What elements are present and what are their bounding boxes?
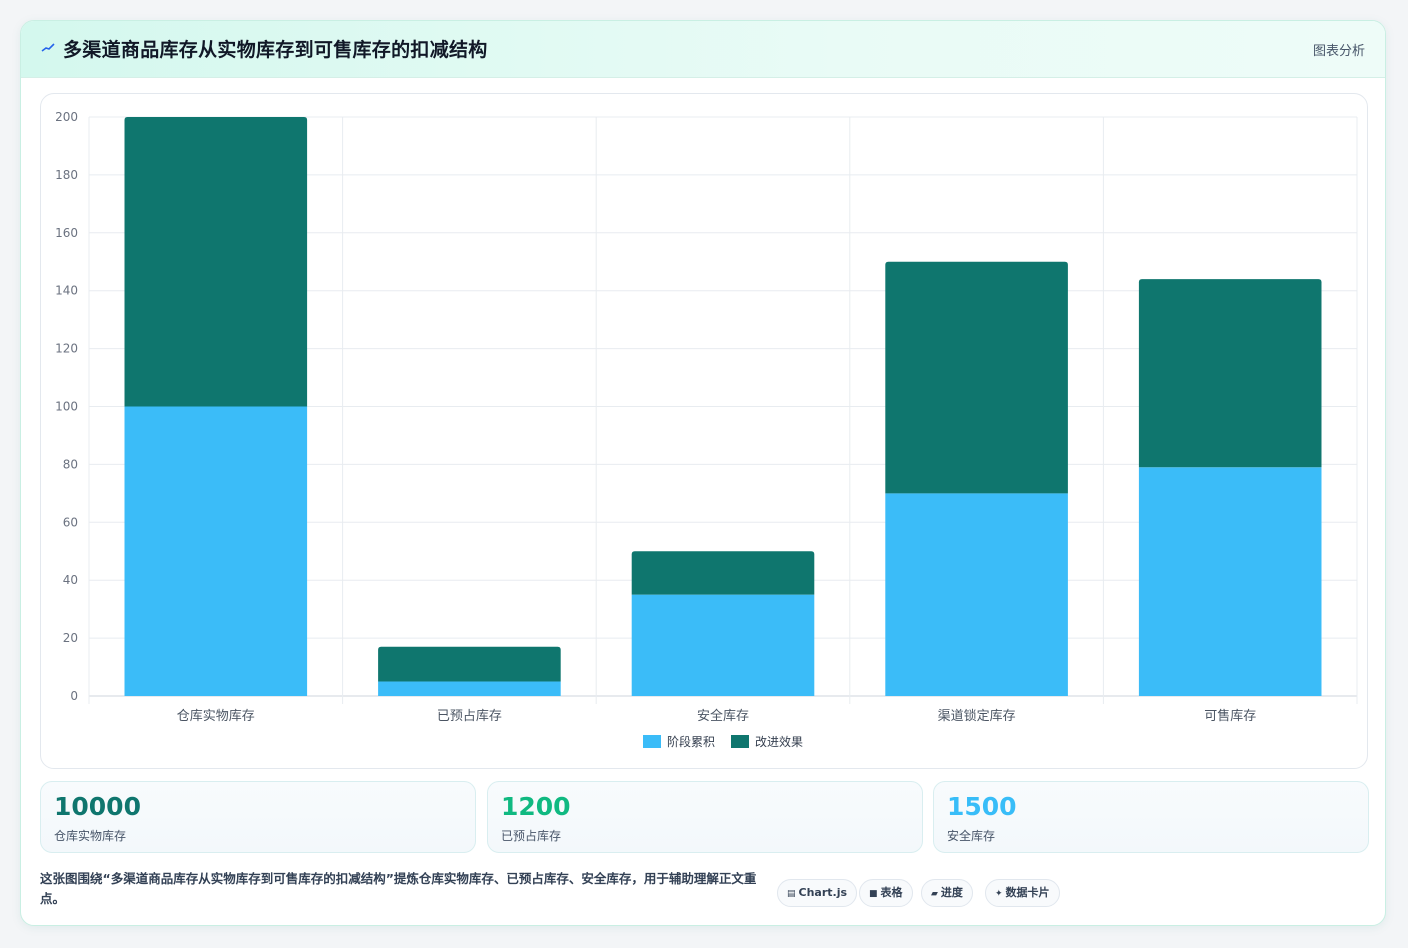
legend-label: 阶段累积	[667, 734, 715, 749]
chip-data-card[interactable]: ✦ 数据卡片	[985, 879, 1060, 907]
x-tick-label: 仓库实物库存	[177, 708, 255, 724]
x-tick-label: 可售库存	[1204, 708, 1256, 724]
y-tick-label: 160	[55, 226, 78, 240]
legend-label: 改进效果	[755, 734, 803, 749]
bar-segment-2	[124, 117, 308, 407]
legend-swatch	[731, 735, 749, 748]
chart-title: 多渠道商品库存从实物库存到可售库存的扣减结构	[63, 39, 488, 61]
trend-icon	[41, 43, 55, 52]
y-tick-label: 80	[63, 457, 78, 471]
y-tick-label: 100	[55, 400, 78, 414]
stat-label: 已预占库存	[501, 829, 562, 843]
legend-swatch	[643, 735, 661, 748]
bar-segment-2	[631, 551, 815, 595]
chip-label: Chart.js	[798, 886, 848, 899]
bar-segment-1	[1138, 467, 1322, 696]
bar-segment-2	[378, 646, 561, 682]
chip-label: 表格	[880, 886, 903, 899]
x-tick-label: 安全库存	[697, 708, 749, 724]
stat-label: 安全库存	[947, 829, 996, 843]
stat-card: 1200 已预占库存	[487, 781, 923, 853]
y-tick-label: 40	[63, 573, 78, 587]
stat-card: 1500 安全库存	[933, 781, 1369, 853]
chart-panel: 0 20 40 60 80 100 120 140 160 180 200 仓库实物库存 已预占库存 安全…	[40, 93, 1368, 769]
card-header: 多渠道商品库存从实物库存到可售库存的扣减结构 图表分析	[21, 21, 1385, 78]
bar-segment-2	[885, 261, 1068, 494]
progress-icon: ▰	[931, 889, 938, 899]
stat-cards: 10000 仓库实物库存 1200 已预占库存 1500 安全库存	[40, 781, 1370, 855]
stacked-bar-chart: 0 20 40 60 80 100 120 140 160 180 200 仓库实物库存 已预占库存 安全…	[55, 110, 1358, 749]
chip-table[interactable]: ■ 表格	[859, 879, 913, 907]
bar-segment-2	[1138, 279, 1322, 468]
y-tick-label: 140	[55, 284, 78, 298]
chart-icon: ▤	[787, 889, 796, 899]
stat-card: 10000 仓库实物库存	[40, 781, 476, 853]
y-tick-label: 60	[63, 515, 78, 529]
stat-value: 1200	[501, 792, 571, 821]
chip-label: 进度	[940, 886, 963, 899]
summary-text: 这张图围绕“多渠道商品库存从实物库存到可售库存的扣减结构”提炼仓库实物库存、已预…	[40, 871, 757, 906]
bar-segment-1	[124, 406, 308, 696]
y-tick-label: 120	[55, 342, 78, 356]
chip-chartjs[interactable]: ▤ Chart.js	[777, 879, 858, 907]
stat-label: 仓库实物库存	[54, 829, 127, 843]
table-icon: ■	[869, 889, 878, 899]
y-tick-label: 0	[70, 689, 78, 703]
bar-segment-1	[378, 681, 561, 696]
stat-value: 1500	[947, 792, 1017, 821]
y-tick-label: 200	[55, 110, 78, 124]
chip-progress[interactable]: ▰ 进度	[921, 879, 973, 907]
y-tick-label: 20	[63, 631, 78, 645]
chart-analysis-link[interactable]: 图表分析	[1312, 44, 1365, 59]
chart-card: 多渠道商品库存从实物库存到可售库存的扣减结构 图表分析 0 20 40 60 80 100…	[20, 20, 1386, 926]
sparkle-icon: ✦	[995, 889, 1003, 899]
x-tick-label: 已预占库存	[437, 708, 502, 724]
chip-label: 数据卡片	[1005, 886, 1050, 899]
bar-segment-1	[885, 493, 1068, 696]
x-tick-label: 渠道锁定库存	[938, 708, 1016, 724]
y-tick-label: 180	[55, 168, 78, 182]
stat-value: 10000	[54, 792, 141, 821]
bar-segment-1	[631, 594, 815, 696]
